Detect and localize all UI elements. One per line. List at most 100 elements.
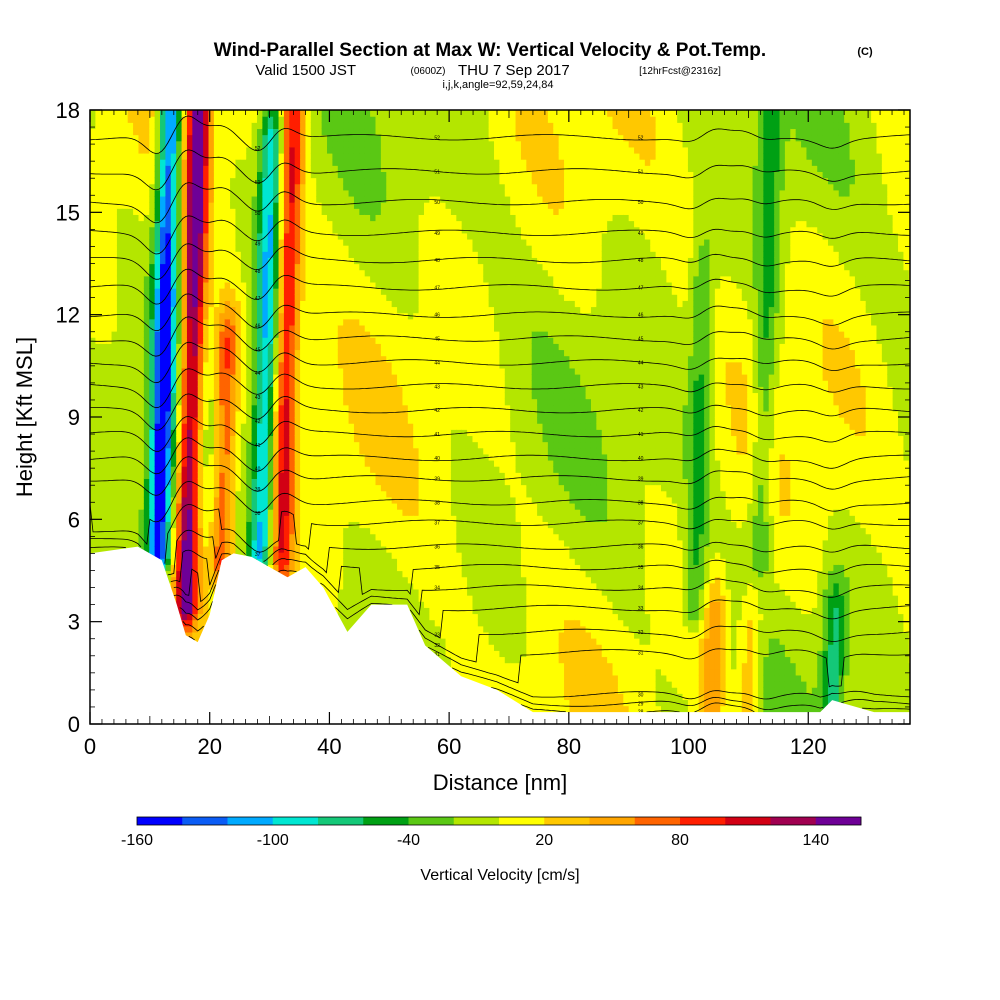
velocity-cell: [149, 159, 156, 166]
velocity-cell: [127, 214, 134, 222]
velocity-cell: [181, 441, 188, 449]
velocity-cell: [267, 318, 274, 326]
velocity-cell: [149, 337, 156, 344]
velocity-cell: [154, 159, 161, 166]
velocity-cell: [219, 521, 226, 529]
velocity-cell: [321, 398, 328, 406]
velocity-cell: [246, 220, 253, 228]
velocity-cell: [133, 459, 140, 467]
velocity-cell: [133, 441, 140, 449]
velocity-cell: [262, 214, 269, 222]
velocity-cell: [240, 220, 247, 228]
velocity-cell: [337, 386, 344, 394]
velocity-cell: [305, 245, 312, 252]
velocity-cell: [300, 306, 307, 314]
velocity-cell: [149, 453, 156, 461]
velocity-cell: [316, 404, 323, 412]
velocity-cell: [310, 214, 317, 222]
velocity-cell: [192, 251, 199, 258]
velocity-cell: [316, 122, 323, 130]
velocity-cell: [149, 208, 156, 215]
velocity-cell: [289, 423, 296, 430]
velocity-cell: [197, 576, 204, 584]
velocity-cell: [327, 183, 334, 191]
velocity-cell: [197, 128, 204, 136]
velocity-cell: [149, 152, 156, 160]
velocity-cell: [240, 165, 247, 172]
velocity-cell: [90, 502, 96, 510]
velocity-cell: [165, 159, 172, 166]
velocity-cell: [181, 545, 188, 553]
velocity-cell: [116, 410, 123, 418]
velocity-cell: [267, 324, 274, 332]
velocity-cell: [230, 404, 237, 412]
velocity-cell: [310, 496, 317, 504]
velocity-cell: [154, 152, 161, 160]
velocity-cell: [95, 447, 102, 455]
velocity-cell: [283, 263, 290, 271]
velocity-cell: [294, 435, 301, 443]
velocity-cell: [116, 220, 123, 228]
velocity-cell: [160, 533, 167, 541]
forecast-info: [12hrFcst@2316z]: [639, 66, 721, 77]
velocity-cell: [289, 269, 296, 277]
velocity-cell: [197, 619, 204, 627]
velocity-cell: [251, 545, 258, 553]
velocity-cell: [289, 275, 296, 283]
velocity-cell: [310, 171, 317, 179]
velocity-cell: [138, 478, 145, 486]
velocity-cell: [90, 269, 96, 277]
velocity-cell: [289, 355, 296, 363]
velocity-cell: [192, 159, 199, 166]
velocity-cell: [90, 459, 96, 467]
velocity-cell: [160, 380, 167, 387]
velocity-cell: [213, 140, 220, 148]
velocity-cell: [310, 300, 317, 308]
velocity-cell: [353, 588, 360, 596]
velocity-cell: [316, 245, 323, 252]
velocity-cell: [127, 331, 134, 338]
velocity-cell: [235, 281, 242, 289]
velocity-cell: [165, 502, 172, 510]
velocity-cell: [181, 116, 188, 123]
velocity-cell: [300, 447, 307, 455]
velocity-cell: [154, 214, 161, 222]
velocity-cell: [348, 275, 355, 283]
velocity-cell: [143, 527, 150, 535]
velocity-cell: [256, 214, 263, 222]
velocity-cell: [305, 226, 312, 234]
velocity-cell: [246, 288, 253, 295]
velocity-cell: [192, 140, 199, 148]
velocity-cell: [111, 263, 118, 271]
velocity-cell: [181, 398, 188, 406]
velocity-cell: [213, 214, 220, 222]
velocity-cell: [160, 312, 167, 320]
velocity-cell: [181, 288, 188, 295]
velocity-cell: [337, 367, 344, 375]
velocity-cell: [133, 331, 140, 338]
velocity-cell: [203, 140, 210, 148]
velocity-cell: [316, 435, 323, 443]
velocity-cell: [294, 564, 301, 572]
velocity-cell: [278, 214, 285, 222]
velocity-cell: [294, 337, 301, 344]
velocity-cell: [289, 570, 296, 578]
velocity-cell: [111, 447, 118, 455]
velocity-cell: [230, 257, 237, 265]
velocity-cell: [90, 134, 96, 142]
velocity-cell: [337, 288, 344, 295]
velocity-cell: [219, 165, 226, 172]
velocity-cell: [337, 558, 344, 565]
velocity-cell: [251, 398, 258, 406]
velocity-cell: [186, 570, 193, 578]
velocity-cell: [133, 355, 140, 363]
velocity-cell: [305, 269, 312, 277]
velocity-cell: [321, 435, 328, 443]
velocity-cell: [332, 110, 339, 117]
velocity-cell: [332, 116, 339, 123]
velocity-cell: [316, 171, 323, 179]
velocity-cell: [267, 410, 274, 418]
velocity-cell: [240, 116, 247, 123]
velocity-cell: [116, 171, 123, 179]
velocity-cell: [143, 417, 150, 424]
